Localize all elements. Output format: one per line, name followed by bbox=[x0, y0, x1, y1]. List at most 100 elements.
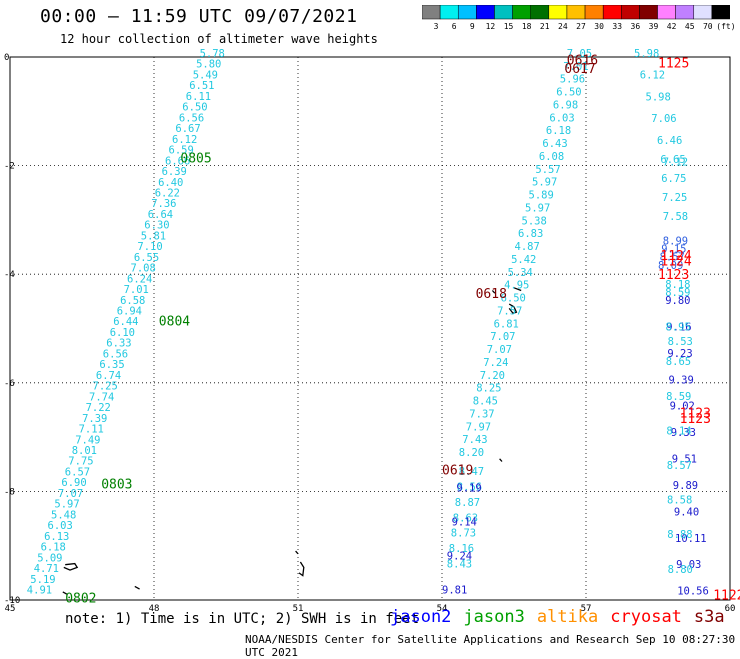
pass-time-label: 0619 bbox=[442, 464, 473, 479]
y-tick-label: -4 bbox=[4, 270, 15, 280]
color-swatch bbox=[711, 5, 730, 20]
wave-height-value: 5.97 bbox=[54, 499, 79, 511]
coastline bbox=[295, 550, 299, 555]
x-tick-label: 57 bbox=[581, 604, 592, 614]
wave-height-value: 8.59 bbox=[665, 287, 690, 299]
pass-time-label: 1124 bbox=[660, 255, 691, 270]
wave-height-value: 6.12 bbox=[640, 70, 665, 82]
y-tick-label: 0 bbox=[4, 53, 9, 63]
legend-satellite-jason2: jason2 bbox=[390, 607, 452, 627]
wave-height-value: 6.33 bbox=[106, 338, 131, 350]
color-scale-label: 3 bbox=[433, 22, 439, 31]
wave-height-value: 5.96 bbox=[560, 74, 585, 86]
wave-height-value: 7.24 bbox=[483, 357, 508, 369]
wave-height-value: 9.51 bbox=[672, 454, 697, 466]
legend-satellite-jason3: jason3 bbox=[463, 607, 525, 627]
wave-height-value: 9.40 bbox=[674, 506, 699, 518]
wave-height-value: 5.09 bbox=[37, 552, 62, 564]
x-tick-label: 45 bbox=[5, 604, 16, 614]
wave-height-value: 6.50 bbox=[182, 102, 207, 114]
pass-time-label: 1125 bbox=[658, 56, 689, 71]
wave-height-value: 7.07 bbox=[58, 488, 83, 500]
color-scale-label: 70 bbox=[702, 22, 713, 31]
wave-height-value: 8.53 bbox=[668, 336, 693, 348]
coastline bbox=[508, 303, 518, 315]
wave-height-value: 8.47 bbox=[459, 466, 484, 478]
page-title: 00:00 – 11:59 UTC 09/07/2021 bbox=[40, 6, 358, 27]
wave-height-value: 7.12 bbox=[663, 157, 688, 169]
color-scale-label: 12 bbox=[485, 22, 496, 31]
wave-height-value: 9.16 bbox=[666, 322, 691, 334]
wave-height-value: 5.19 bbox=[30, 574, 55, 586]
x-tick-label: 51 bbox=[293, 604, 304, 614]
wave-height-value: 8.20 bbox=[459, 447, 484, 459]
legend-satellite-s3a: s3a bbox=[693, 607, 725, 627]
wave-height-value: 7.74 bbox=[89, 391, 114, 403]
wave-height-value: 5.38 bbox=[522, 215, 547, 227]
wave-height-value: 7.37 bbox=[469, 409, 494, 421]
wave-height-value: 8.87 bbox=[455, 497, 480, 509]
wave-height-value: 8.25 bbox=[476, 383, 501, 395]
wave-height-value: 8.88 bbox=[667, 529, 692, 541]
wave-height-value: 6.55 bbox=[134, 252, 159, 264]
wave-height-value: 6.30 bbox=[144, 220, 169, 232]
wave-height-value: 7.01 bbox=[563, 61, 588, 73]
pass-time-label: 1123 bbox=[680, 407, 711, 422]
wave-height-value: 5.97 bbox=[532, 177, 557, 189]
wave-height-value: 4.95 bbox=[504, 280, 529, 292]
wave-height-value: 7.39 bbox=[82, 413, 107, 425]
pass-time-label: 0618 bbox=[476, 287, 507, 302]
wave-height-value: 6.40 bbox=[158, 177, 183, 189]
wave-height-value: 5.34 bbox=[508, 267, 533, 279]
wave-height-value: 9.24 bbox=[447, 551, 472, 563]
footnote: note: 1) Time is in UTC; 2) SWH is in fe… bbox=[65, 611, 420, 627]
wave-height-value: 8.57 bbox=[667, 460, 692, 472]
wave-height-value: 6.74 bbox=[96, 370, 121, 382]
wave-height-value: 6.56 bbox=[179, 112, 204, 124]
pass-time-label: 0802 bbox=[65, 591, 96, 606]
color-scale-label: 24 bbox=[558, 22, 568, 31]
wave-height-value: 6.50 bbox=[556, 87, 581, 99]
wave-height-value: 9.03 bbox=[676, 559, 701, 571]
wave-height-value: 9.15 bbox=[661, 244, 686, 256]
wave-height-value: 6.08 bbox=[539, 151, 564, 163]
wave-height-value: 6.65 bbox=[660, 154, 685, 166]
wave-height-value: 8.80 bbox=[668, 564, 693, 576]
wave-height-value: 10.56 bbox=[677, 586, 709, 598]
color-scale-label: 18 bbox=[521, 22, 532, 31]
wave-height-value: 5.78 bbox=[200, 48, 225, 60]
color-scale-label: 39 bbox=[648, 22, 659, 31]
wave-height-value: 6.46 bbox=[657, 135, 682, 147]
wave-height-value: 8.73 bbox=[451, 528, 476, 540]
wave-height-value: 5.81 bbox=[141, 230, 166, 242]
wave-height-value: 7.05 bbox=[567, 48, 592, 60]
wave-height-value: 10.11 bbox=[675, 533, 707, 545]
pass-time-label: 1122 bbox=[713, 589, 740, 604]
wave-height-value: 9.02 bbox=[670, 401, 695, 413]
wave-height-value: 6.10 bbox=[110, 327, 135, 339]
credit-line: NOAA/NESDIS Center for Satellite Applica… bbox=[245, 633, 736, 659]
color-scale-label: 30 bbox=[594, 22, 604, 31]
color-scale-label: 21 bbox=[539, 22, 550, 31]
wave-height-value: 7.07 bbox=[487, 344, 512, 356]
wave-height-value: 7.08 bbox=[131, 263, 156, 275]
color-scale-label: 36 bbox=[630, 22, 641, 31]
wave-height-value: 8.01 bbox=[72, 445, 97, 457]
wave-height-value: 6.98 bbox=[553, 100, 578, 112]
wave-height-value: 7.97 bbox=[466, 421, 491, 433]
wave-height-value: 9.81 bbox=[442, 585, 467, 597]
wave-height-value: 6.67 bbox=[175, 123, 200, 135]
wave-height-value: 6.13 bbox=[44, 531, 69, 543]
wave-height-value: 7.01 bbox=[124, 284, 149, 296]
wave-height-value: 6.57 bbox=[65, 467, 90, 479]
wave-height-value: 8.95 bbox=[666, 322, 691, 334]
wave-height-value: 4.91 bbox=[27, 585, 52, 597]
color-scale-labels: 3 6 9 12 15 18 21 24 27 30 33 36 39 42 45 70 (ft) bbox=[422, 22, 736, 34]
legend-satellite-altika: altika bbox=[536, 607, 599, 627]
wave-height-value: 8.59 bbox=[666, 391, 691, 403]
wave-height-value: 9.33 bbox=[671, 427, 696, 439]
pass-time-label: 1123 bbox=[680, 412, 711, 427]
wave-height-value: 6.18 bbox=[41, 542, 66, 554]
wave-height-value: 4.87 bbox=[515, 241, 540, 253]
